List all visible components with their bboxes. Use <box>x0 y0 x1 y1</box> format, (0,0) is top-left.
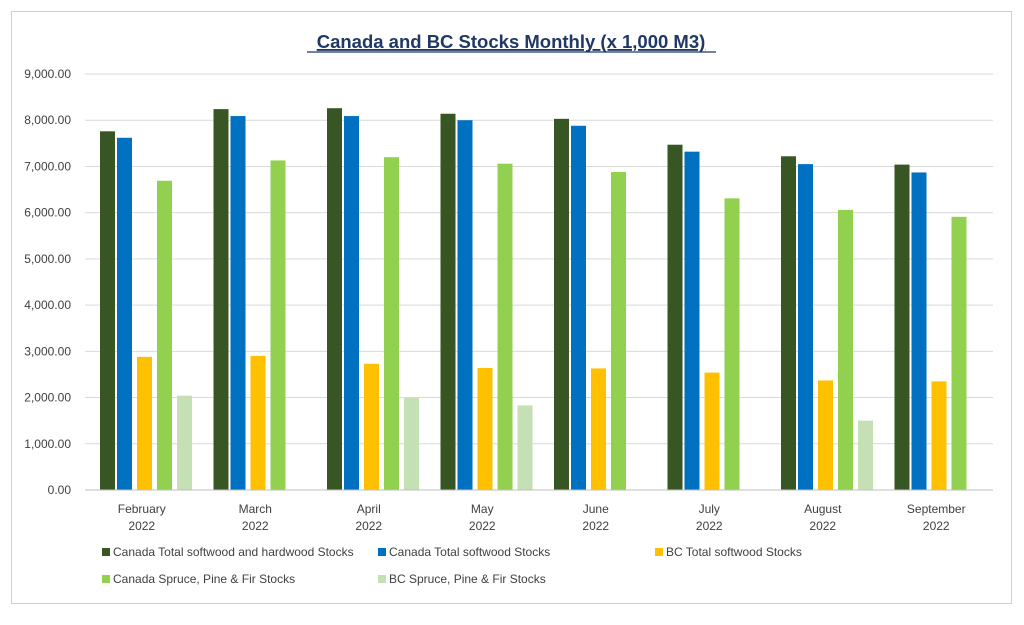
bar-bc-total-softwood-stocks-february <box>137 356 152 490</box>
x-tick-label-month: July <box>699 502 720 516</box>
x-tick-label-year: 2022 <box>242 519 269 533</box>
bar-canada-total-softwood-and-hardwood-stocks-june <box>554 118 569 490</box>
x-tick-label-year: 2022 <box>128 519 155 533</box>
bar-bc-total-softwood-stocks-july <box>704 372 720 490</box>
bar-bc-total-softwood-stocks-march <box>250 355 266 490</box>
x-axis: February 2022 March 2022 April 2022 May 2022 Jun… <box>85 489 993 533</box>
x-tick-label-month: April <box>357 502 381 516</box>
y-tick-label: 5,000.00 <box>24 252 71 266</box>
legend-swatch <box>102 575 110 583</box>
bar-canada-total-softwood-stocks-july <box>684 151 700 491</box>
bar-canada-total-softwood-and-hardwood-stocks-february <box>100 131 115 490</box>
x-tick-label-year: 2022 <box>469 519 496 533</box>
bar-canada-total-softwood-stocks-april <box>344 116 359 490</box>
x-tick-label-month: September <box>907 502 966 516</box>
y-tick-label: 9,000.00 <box>24 67 71 81</box>
y-tick-label: 1,000.00 <box>24 437 71 451</box>
x-tick-label-year: 2022 <box>809 519 836 533</box>
bar-canada-total-softwood-and-hardwood-stocks-april <box>327 108 342 491</box>
x-tick-label-month: June <box>583 502 609 516</box>
bar-canada-total-softwood-and-hardwood-stocks-august <box>781 156 796 490</box>
y-tick-label: 4,000.00 <box>24 298 71 312</box>
bar-canada-spruce-pine-fir-stocks-august <box>838 209 853 491</box>
bar-bc-total-softwood-stocks-april <box>364 363 379 490</box>
bar-bc-spruce-pine-fir-stocks-april <box>404 398 419 490</box>
bar-bc-total-softwood-stocks-june <box>591 368 606 490</box>
x-tick-label-year: 2022 <box>696 519 723 533</box>
legend-label: BC Total softwood Stocks <box>666 545 802 559</box>
bar-bc-spruce-pine-fir-stocks-february <box>177 395 192 490</box>
bar-canada-spruce-pine-fir-stocks-june <box>611 171 626 491</box>
bar-bc-spruce-pine-fir-stocks-august <box>858 420 873 490</box>
bar-canada-total-softwood-and-hardwood-stocks-may <box>440 113 456 491</box>
bar-canada-total-softwood-stocks-august <box>798 164 813 490</box>
y-tick-label: 6,000.00 <box>24 206 71 220</box>
legend-swatch <box>378 575 386 583</box>
bar-canada-spruce-pine-fir-stocks-july <box>724 198 740 491</box>
bar-bc-total-softwood-stocks-september <box>931 381 947 490</box>
bar-canada-spruce-pine-fir-stocks-february <box>157 180 172 491</box>
y-tick-label: 2,000.00 <box>24 391 71 405</box>
bar-bc-spruce-pine-fir-stocks-may <box>517 405 533 490</box>
x-tick-label-year: 2022 <box>923 519 950 533</box>
y-tick-label: 3,000.00 <box>24 344 71 358</box>
bar-bc-total-softwood-stocks-august <box>818 380 833 490</box>
y-tick-label: 8,000.00 <box>24 113 71 127</box>
legend-swatch <box>655 548 663 556</box>
bar-bc-total-softwood-stocks-may <box>477 367 493 490</box>
legend-label: Canada Total softwood Stocks <box>389 545 550 559</box>
legend: Canada Total softwood and hardwood Stock… <box>102 545 802 586</box>
bar-canada-spruce-pine-fir-stocks-may <box>497 163 513 490</box>
x-tick-label-month: March <box>239 502 272 516</box>
x-tick-label-year: 2022 <box>582 519 609 533</box>
bar-canada-total-softwood-stocks-march <box>230 116 246 490</box>
bar-canada-spruce-pine-fir-stocks-march <box>270 160 286 491</box>
bar-canada-total-softwood-stocks-may <box>457 120 473 490</box>
chart-title: Canada and BC Stocks Monthly (x 1,000 M3… <box>317 31 706 52</box>
x-tick-label-month: August <box>804 502 842 516</box>
legend-label: Canada Spruce, Pine & Fir Stocks <box>113 572 295 586</box>
bars <box>100 108 967 491</box>
legend-label: BC Spruce, Pine & Fir Stocks <box>389 572 546 586</box>
y-axis: 0.00 1,000.00 2,000.00 3,000.00 4,000.00 5,00… <box>24 67 71 497</box>
legend-swatch <box>102 548 110 556</box>
legend-label: Canada Total softwood and hardwood Stock… <box>113 545 354 559</box>
bar-canada-total-softwood-and-hardwood-stocks-march <box>213 109 229 490</box>
y-tick-label: 0.00 <box>48 483 72 497</box>
x-tick-label-month: May <box>471 502 494 516</box>
bar-canada-spruce-pine-fir-stocks-september <box>951 216 967 490</box>
bar-canada-total-softwood-stocks-february <box>117 137 132 490</box>
bar-canada-total-softwood-stocks-june <box>571 125 586 490</box>
x-tick-label-year: 2022 <box>355 519 382 533</box>
bar-canada-total-softwood-stocks-september <box>911 172 927 490</box>
bar-canada-total-softwood-and-hardwood-stocks-july <box>667 144 683 490</box>
bar-canada-total-softwood-and-hardwood-stocks-september <box>894 164 910 490</box>
legend-swatch <box>378 548 386 556</box>
bar-canada-spruce-pine-fir-stocks-april <box>384 157 399 490</box>
x-tick-label-month: February <box>118 502 166 516</box>
y-tick-label: 7,000.00 <box>24 159 71 173</box>
